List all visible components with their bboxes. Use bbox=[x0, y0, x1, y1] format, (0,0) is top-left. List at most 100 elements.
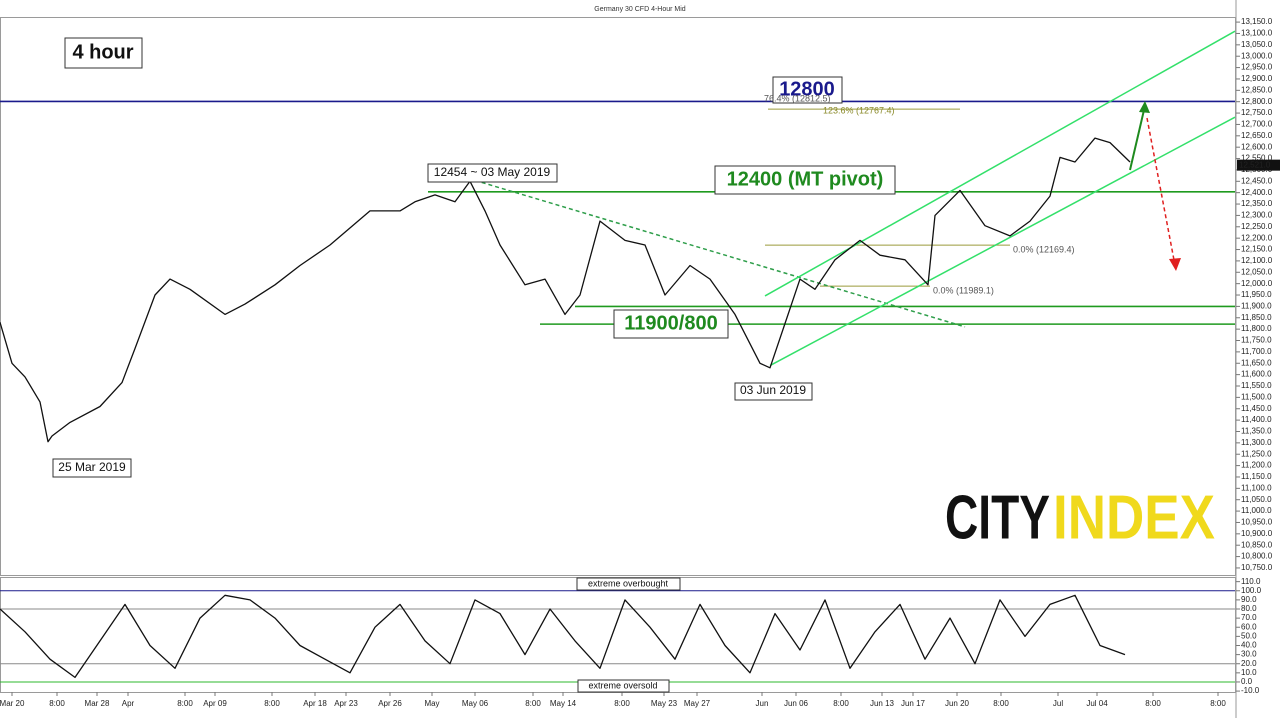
down-arrow-head bbox=[1169, 258, 1181, 271]
y-tick-label: 12,150.0 bbox=[1241, 245, 1273, 254]
zone-label: extreme overbought bbox=[588, 578, 669, 588]
x-tick-label: Apr 09 bbox=[203, 699, 227, 708]
x-tick-label: Jun 17 bbox=[901, 699, 926, 708]
date-label: 12454 ~ 03 May 2019 bbox=[434, 165, 551, 179]
y-tick-label: 90.0 bbox=[1241, 595, 1257, 604]
x-tick-label: 8:00 bbox=[1210, 699, 1226, 708]
chart-title: Germany 30 CFD 4-Hour Mid bbox=[594, 6, 686, 13]
x-tick-label: Jun 20 bbox=[945, 699, 970, 708]
trend-line bbox=[769, 116, 1236, 367]
label-box bbox=[576, 577, 681, 591]
x-tick-label: Jun bbox=[756, 699, 769, 708]
main-panel: 13,150.0 13,100.0 13,050.0 13,000.0 12,950.0… bbox=[0, 17, 1280, 572]
date-label: 25 Mar 2019 bbox=[58, 460, 126, 474]
label-box bbox=[427, 163, 558, 183]
label-box bbox=[52, 458, 132, 478]
y-tick-label: 11,150.0 bbox=[1241, 472, 1272, 481]
y-tick-label: 10,800.0 bbox=[1241, 552, 1273, 561]
x-tick-label: Jun 13 bbox=[870, 699, 895, 708]
y-tick-label: 0.0 bbox=[1241, 677, 1253, 686]
label-box bbox=[64, 37, 143, 69]
y-tick-label: 10,950.0 bbox=[1241, 518, 1273, 527]
level-label: 11900/800 bbox=[624, 312, 717, 334]
x-tick-label: Jul bbox=[1053, 699, 1063, 708]
logo-index: INDEX bbox=[1053, 483, 1215, 552]
y-tick-label: 100.0 bbox=[1241, 586, 1262, 595]
y-tick-label: 11,500.0 bbox=[1241, 392, 1272, 401]
date-label: 03 Jun 2019 bbox=[740, 383, 806, 397]
x-tick-label: Apr bbox=[122, 699, 135, 708]
x-tick-label: May 06 bbox=[462, 699, 489, 708]
label-box bbox=[714, 165, 896, 195]
label-box bbox=[613, 309, 729, 339]
fib-label: 76.4% (12812.5) bbox=[764, 93, 831, 103]
y-tick-label: 10,900.0 bbox=[1241, 529, 1273, 538]
fib-label: 0.0% (11989.1) bbox=[933, 285, 994, 295]
logo-city: CITY bbox=[945, 483, 1050, 552]
trend-line bbox=[764, 30, 1236, 297]
x-tick-label: 8:00 bbox=[1145, 699, 1161, 708]
x-tick-label: 8:00 bbox=[49, 699, 65, 708]
y-tick-label: 10.0 bbox=[1241, 668, 1257, 677]
y-tick-label: 40.0 bbox=[1241, 641, 1257, 650]
y-tick-label: 50.0 bbox=[1241, 631, 1257, 640]
x-tick-label: Apr 23 bbox=[334, 699, 358, 708]
y-tick-label: 11,700.0 bbox=[1241, 347, 1272, 356]
zone-label: extreme oversold bbox=[588, 680, 657, 690]
y-tick-label: 12,900.0 bbox=[1241, 74, 1273, 83]
fib-label: 0.0% (12169.4) bbox=[1013, 244, 1075, 254]
y-tick-label: 12,600.0 bbox=[1241, 142, 1273, 151]
y-tick-label: 11,300.0 bbox=[1241, 438, 1272, 447]
y-tick-label: 11,800.0 bbox=[1241, 324, 1272, 333]
x-tick-label: 8:00 bbox=[614, 699, 630, 708]
y-tick-label: 12,750.0 bbox=[1241, 108, 1273, 117]
timeframe-label: 4 hour bbox=[72, 41, 133, 63]
y-tick-label: 11,650.0 bbox=[1241, 358, 1272, 367]
x-tick-label: 8:00 bbox=[993, 699, 1009, 708]
y-tick-label: 30.0 bbox=[1241, 650, 1257, 659]
y-tick-label: 12,450.0 bbox=[1241, 176, 1273, 185]
y-tick-label: 110.0 bbox=[1241, 577, 1261, 586]
y-tick-label: 12,800.0 bbox=[1241, 97, 1273, 106]
fib-label: 123.6% (12767.4) bbox=[823, 105, 895, 115]
up-arrow bbox=[1129, 109, 1145, 171]
x-tick-label: Jul 04 bbox=[1086, 699, 1108, 708]
y-tick-label: 12,650.0 bbox=[1241, 131, 1273, 140]
last-price-box bbox=[1237, 159, 1280, 171]
y-tick-label: 12,050.0 bbox=[1241, 267, 1273, 276]
y-tick-label: 11,350.0 bbox=[1241, 427, 1272, 436]
y-tick-label: 20.0 bbox=[1241, 659, 1257, 668]
y-tick-label: 12,950.0 bbox=[1241, 63, 1273, 72]
y-tick-label: -10.0 bbox=[1241, 686, 1260, 695]
y-tick-label: 11,050.0 bbox=[1241, 495, 1272, 504]
y-tick-label: 11,950.0 bbox=[1241, 290, 1272, 299]
y-tick-label: 12,100.0 bbox=[1241, 256, 1273, 265]
y-tick-label: 12,700.0 bbox=[1241, 120, 1273, 129]
y-tick-label: 11,200.0 bbox=[1241, 461, 1272, 470]
x-tick-label: 8:00 bbox=[833, 699, 849, 708]
up-arrow-head bbox=[1139, 101, 1150, 113]
x-tick-label: 8:00 bbox=[177, 699, 193, 708]
x-tick-label: Apr 26 bbox=[378, 699, 402, 708]
label-box bbox=[772, 76, 843, 104]
down-arrow bbox=[1146, 117, 1175, 261]
x-tick-label: Mar 28 bbox=[85, 699, 110, 708]
y-tick-label: 12,400.0 bbox=[1241, 188, 1273, 197]
y-tick-label: 10,850.0 bbox=[1241, 540, 1273, 549]
x-tick-label: May bbox=[424, 699, 439, 708]
last-price-label: 12,521.0 bbox=[1239, 160, 1271, 169]
x-tick-label: May 27 bbox=[684, 699, 711, 708]
y-tick-label: 10,750.0 bbox=[1241, 563, 1273, 572]
y-tick-label: 13,050.0 bbox=[1241, 40, 1273, 49]
y-tick-label: 11,900.0 bbox=[1241, 302, 1272, 311]
x-tick-label: May 14 bbox=[550, 699, 577, 708]
y-tick-label: 11,550.0 bbox=[1241, 381, 1272, 390]
y-tick-label: 11,600.0 bbox=[1241, 370, 1272, 379]
y-tick-label: 60.0 bbox=[1241, 622, 1257, 631]
y-tick-label: 13,150.0 bbox=[1241, 17, 1273, 26]
y-tick-label: 11,850.0 bbox=[1241, 313, 1272, 322]
